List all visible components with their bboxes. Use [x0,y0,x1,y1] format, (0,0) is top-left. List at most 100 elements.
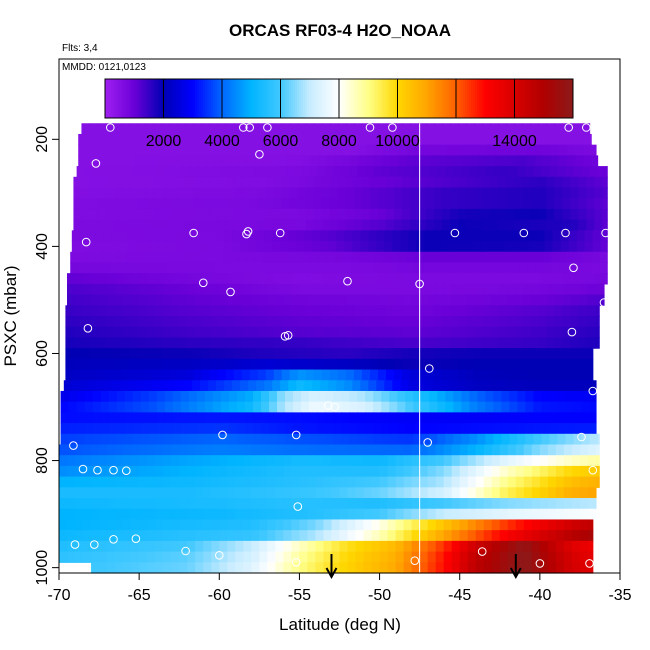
heatmap-cell [568,380,578,392]
heatmap-cell [528,230,538,242]
heatmap-cell [102,251,111,264]
colorbar-segment [153,79,156,118]
heatmap-cell [195,562,204,574]
heatmap-cell [81,305,91,317]
heatmap-cell [398,262,408,274]
colorbar-segment [369,79,372,118]
heatmap-cell [570,123,579,135]
heatmap-cell [571,444,581,456]
heatmap-cell [307,562,317,574]
heatmap-cell [196,412,206,424]
heatmap-cell [506,123,515,135]
heatmap-cell [475,562,485,574]
heatmap-cell [115,530,124,542]
heatmap-cell [488,241,498,253]
heatmap-cell [193,187,203,199]
heatmap-cell [235,562,244,574]
heatmap-cell [244,433,254,446]
heatmap-cell [458,326,467,339]
heatmap-cell [482,208,491,221]
heatmap-cell [267,508,276,521]
heatmap-cell [411,273,421,285]
heatmap-cell [318,144,328,156]
heatmap-cell [161,123,171,135]
heatmap-cell [155,444,164,456]
heatmap-cell [67,530,76,542]
colorbar-segment [359,79,362,118]
heatmap-cell [273,348,283,360]
heatmap-cell [113,219,123,231]
data-point [561,228,570,238]
heatmap-cell [76,433,86,446]
heatmap-cell [498,337,507,349]
colorbar-segment [555,79,558,118]
colorbar-segment [213,79,216,118]
heatmap-cell [299,551,309,563]
heatmap-cell [75,273,84,285]
heatmap-cell [289,123,299,135]
heatmap-cell [275,455,284,467]
heatmap-cell [445,423,454,435]
colorbar-segment [183,79,186,118]
heatmap-cell [195,498,204,510]
heatmap-cell [381,412,390,424]
heatmap-cell [594,337,600,349]
heatmap-cell [336,230,345,242]
heatmap-cell [307,294,317,306]
heatmap-cell [459,551,469,563]
colorbar-segment [323,79,326,118]
heatmap-cell [525,390,535,403]
heatmap-cell [89,198,99,210]
heatmap-cell [462,251,472,264]
heatmap-cell [132,423,142,435]
heatmap-cell [459,476,469,488]
heatmap-cell [450,326,459,339]
heatmap-cell [369,208,379,221]
heatmap-cell [187,519,196,531]
heatmap-cell [188,401,198,413]
heatmap-cell [225,326,235,339]
heatmap-cell [363,519,373,531]
heatmap-cell [289,219,299,231]
heatmap-cell [451,283,461,296]
heatmap-cell [432,241,442,253]
heatmap-cell [259,476,268,488]
heatmap-cell [466,123,475,135]
heatmap-cell [482,326,491,339]
heatmap-cell [482,337,491,349]
heatmap-cell [377,305,387,317]
heatmap-cell [347,476,357,488]
colorbar-segment [129,79,132,118]
heatmap-cell [164,423,174,435]
heatmap-cell [427,540,437,553]
heatmap-cell [275,273,284,285]
heatmap-cell [377,369,387,381]
heatmap-cell [59,465,68,478]
heatmap-cell [331,273,341,285]
colorbar-segment [215,79,218,118]
heatmap-cell [283,498,293,510]
heatmap-cell [121,187,131,199]
heatmap-cell [193,358,203,371]
heatmap-cell [81,208,91,221]
heatmap-cell [195,508,204,521]
colorbar-segment [363,79,366,118]
heatmap-cell [475,444,485,456]
heatmap-cell [507,273,517,285]
heatmap-cell [153,337,163,349]
heatmap-cell [475,273,485,285]
colorbar-segment [407,79,410,118]
heatmap-cell [113,337,123,349]
heatmap-cell [166,262,175,274]
heatmap-cell [59,530,68,542]
heatmap-cell [103,380,113,392]
heatmap-cell [530,358,539,371]
heatmap-cell [427,465,437,478]
heatmap-cell [163,455,172,467]
heatmap-cell [398,251,408,264]
heatmap-cell [67,465,76,478]
heatmap-cell [225,176,235,189]
heatmap-cell [361,198,371,210]
heatmap-cell [573,412,583,424]
heatmap-cell [113,326,123,339]
